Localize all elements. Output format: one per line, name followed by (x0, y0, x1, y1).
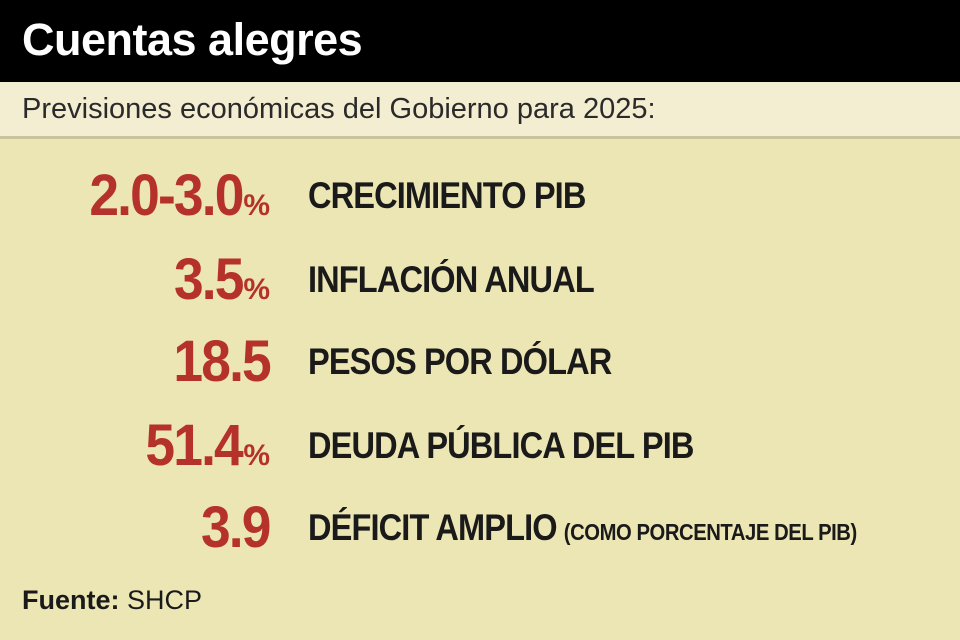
forecast-row: 18.5 PESOS POR DÓLAR (0, 326, 960, 398)
forecast-value: 2.0-3.0% (76, 160, 270, 232)
forecast-row: 3.5% INFLACIÓN ANUAL (0, 244, 960, 316)
forecast-row: 2.0-3.0% CRECIMIENTO PIB (0, 160, 960, 232)
forecast-label-text: INFLACIÓN ANUAL (308, 259, 595, 300)
source-value: SHCP (127, 585, 203, 615)
forecast-label: PESOS POR DÓLAR (308, 326, 612, 398)
forecast-label-note: (COMO PORCENTAJE DEL PIB) (563, 519, 857, 545)
subtitle-band: Previsiones económicas del Gobierno para… (0, 82, 960, 139)
forecast-number: 18.5 (173, 329, 272, 394)
forecast-unit: % (243, 273, 270, 306)
forecast-label: CRECIMIENTO PIB (308, 160, 586, 232)
forecast-value: 18.5 (165, 326, 272, 398)
forecast-label: INFLACIÓN ANUAL (308, 244, 595, 316)
forecast-number: 51.4 (145, 413, 244, 478)
forecast-label: DÉFICIT AMPLIO (COMO PORCENTAJE DEL PIB) (308, 492, 857, 564)
forecast-row: 51.4% DEUDA PÚBLICA DEL PIB (0, 410, 960, 482)
source-line: Fuente: SHCP (22, 583, 202, 617)
forecast-label: DEUDA PÚBLICA DEL PIB (308, 410, 694, 482)
forecast-number: 3.9 (201, 495, 272, 560)
forecast-value: 51.4% (137, 410, 270, 482)
page-subtitle: Previsiones económicas del Gobierno para… (22, 93, 656, 125)
forecast-label-text: DEUDA PÚBLICA DEL PIB (308, 425, 694, 466)
forecast-value: 3.5% (168, 244, 270, 316)
page-title: Cuentas alegres (22, 14, 363, 65)
forecast-row: 3.9 DÉFICIT AMPLIO (COMO PORCENTAJE DEL PI… (0, 492, 960, 564)
forecast-unit: % (243, 439, 270, 472)
forecast-label-text: DÉFICIT AMPLIO (308, 507, 558, 548)
title-bar: Cuentas alegres (0, 0, 960, 82)
source-label: Fuente: (22, 585, 120, 615)
forecast-label-text: CRECIMIENTO PIB (308, 175, 586, 216)
forecast-value: 3.9 (195, 492, 272, 564)
forecast-unit: % (243, 189, 270, 222)
forecast-number: 3.5 (173, 247, 245, 312)
forecast-number: 2.0-3.0 (89, 163, 244, 228)
forecast-label-text: PESOS POR DÓLAR (308, 341, 612, 382)
